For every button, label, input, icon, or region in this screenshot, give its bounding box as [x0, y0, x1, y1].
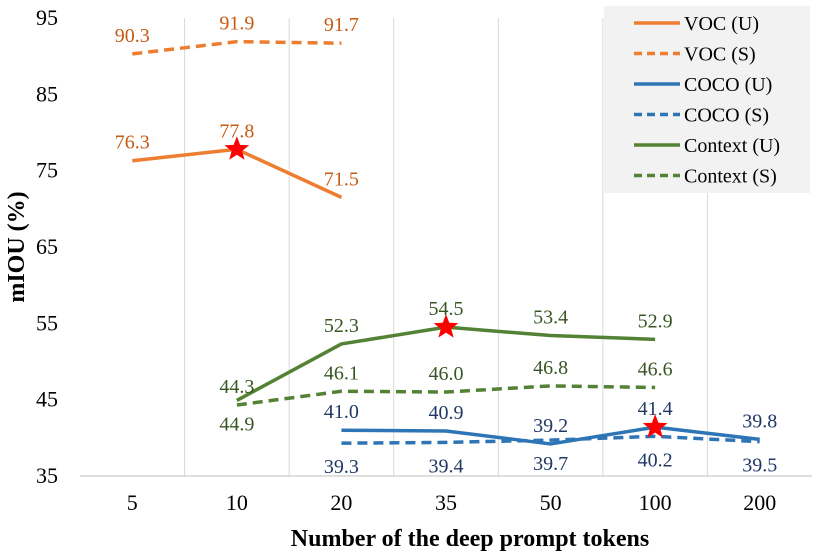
data-label: 44.3	[219, 376, 254, 398]
data-label: 41.4	[638, 398, 673, 420]
series-line-coco-s	[341, 434, 760, 445]
data-label: 53.4	[533, 307, 568, 329]
x-tick-label: 10	[226, 490, 248, 515]
data-label: 40.9	[429, 402, 464, 424]
legend: VOC (U) VOC (S) COCO (U) COCO (S) Context (U…	[604, 6, 810, 193]
x-tick-label: 200	[743, 490, 776, 515]
x-tick-label: 35	[435, 490, 457, 515]
best-marker-star	[224, 136, 250, 160]
legend-label: VOC (S)	[684, 44, 756, 66]
data-label: 52.9	[638, 310, 673, 332]
data-label: 46.8	[533, 357, 568, 379]
legend-label: Context (S)	[684, 166, 777, 188]
data-label: 76.3	[115, 132, 150, 154]
x-tick-label: 20	[330, 490, 352, 515]
data-label: 39.3	[324, 456, 359, 478]
y-axis-title: mIOU (%)	[4, 191, 30, 302]
data-label: 39.8	[742, 410, 777, 432]
data-label: 52.3	[324, 315, 359, 337]
x-axis-title: Number of the deep prompt tokens	[291, 526, 649, 552]
data-label: 77.8	[219, 120, 254, 142]
y-tick-label: 95	[36, 5, 58, 30]
y-tick-label: 65	[36, 234, 58, 259]
x-tick-label: 5	[127, 490, 138, 515]
legend-label: VOC (U)	[684, 13, 759, 35]
x-tick-label: 50	[540, 490, 562, 515]
data-label: 41.0	[324, 401, 359, 423]
series-line-voc-s	[132, 39, 342, 56]
data-label: 39.5	[742, 455, 777, 477]
legend-label: COCO (S)	[684, 105, 769, 127]
data-label: 91.7	[324, 14, 359, 36]
data-label: 46.6	[638, 358, 673, 380]
data-label: 40.2	[638, 449, 673, 471]
data-label: 39.4	[429, 455, 464, 477]
data-label: 39.2	[533, 415, 568, 437]
data-label: 39.7	[533, 453, 568, 475]
data-label: 91.9	[219, 13, 254, 35]
best-marker-star	[642, 414, 668, 438]
y-tick-label: 45	[36, 387, 58, 412]
legend-box	[604, 6, 810, 193]
data-label: 46.0	[429, 363, 464, 385]
axes: 5 10 20 35 50 100 200 35 45 55 65 75 85 95	[36, 5, 812, 515]
y-tick-label: 55	[36, 310, 58, 335]
series-line-coco-u	[341, 425, 760, 446]
y-tick-label: 35	[36, 463, 58, 488]
legend-label: COCO (U)	[684, 74, 772, 96]
data-label: 54.5	[429, 298, 464, 320]
best-marker-star	[433, 314, 459, 338]
data-label: 71.5	[324, 168, 359, 190]
data-label: 90.3	[115, 25, 150, 47]
best-markers	[224, 136, 668, 438]
legend-label: Context (U)	[684, 135, 780, 157]
y-tick-label: 75	[36, 158, 58, 183]
data-label: 46.1	[324, 362, 359, 384]
series-line-context-s	[236, 384, 656, 407]
data-labels: 76.3 77.8 71.5 90.3 91.9 91.7 41.0 40.9 39.2 41.4…	[115, 13, 777, 479]
y-tick-label: 85	[36, 81, 58, 106]
series-line-voc-u	[132, 147, 343, 199]
x-tick-label: 100	[639, 490, 672, 515]
data-label: 44.9	[219, 413, 254, 435]
